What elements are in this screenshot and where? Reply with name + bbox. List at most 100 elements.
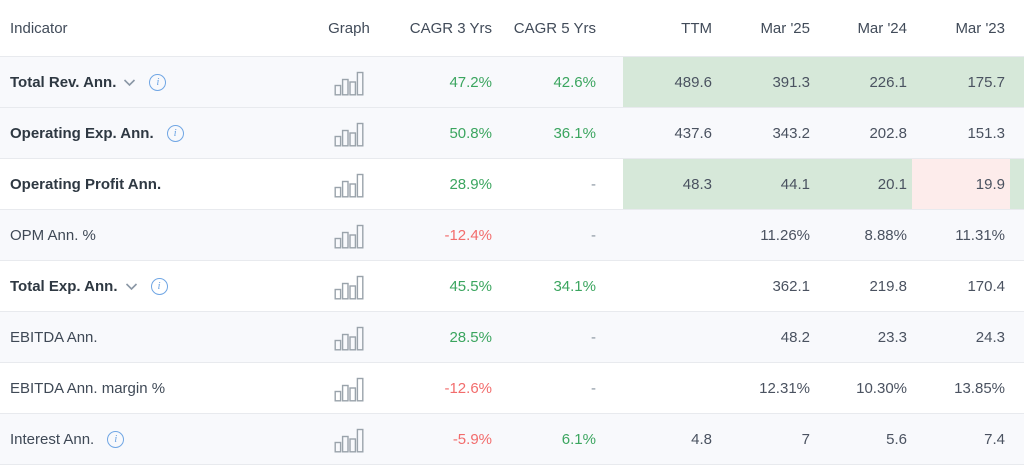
mar23-value: 175.7 bbox=[912, 57, 1010, 107]
table-header-row: Indicator Graph CAGR 3 Yrs CAGR 5 Yrs TT… bbox=[0, 0, 1024, 57]
table-row-opm: OPM Ann. % -12.4% - 11.26% 8.88% 11.31% bbox=[0, 210, 1024, 261]
bar-chart-icon bbox=[334, 377, 364, 402]
chevron-down-icon[interactable] bbox=[125, 282, 138, 291]
cagr5-value: - bbox=[591, 175, 596, 193]
bar-chart-icon bbox=[334, 326, 364, 351]
mar23-value: 11.31% bbox=[955, 226, 1005, 244]
mar23-value: 151.3 bbox=[967, 124, 1005, 142]
mar25-value: 12.31% bbox=[759, 379, 810, 397]
indicator-cell: EBITDA Ann. bbox=[0, 312, 320, 362]
ttm-value: 4.8 bbox=[691, 430, 712, 448]
info-icon[interactable]: i bbox=[107, 430, 125, 448]
next-col-sliver bbox=[1010, 108, 1024, 158]
table-row-ebitda-margin: EBITDA Ann. margin % -12.6% - 12.31% 10.… bbox=[0, 363, 1024, 414]
graph-cell[interactable] bbox=[320, 159, 378, 209]
bar-chart-icon bbox=[334, 428, 364, 453]
mar24-value: 8.88% bbox=[864, 226, 907, 244]
mar24-value: 202.8 bbox=[869, 124, 907, 142]
graph-cell[interactable] bbox=[320, 57, 378, 107]
mar25-value: 343.2 bbox=[772, 124, 810, 142]
col-header-graph: Graph bbox=[328, 19, 370, 37]
table-row-operating-exp: Operating Exp. Ann. i 50.8% 36.1% 437.6 … bbox=[0, 108, 1024, 159]
cagr3-value: 45.5% bbox=[449, 277, 492, 295]
mar23-value: 170.4 bbox=[967, 277, 1005, 295]
mar23-value: 24.3 bbox=[975, 328, 1005, 346]
ttm-value: 437.6 bbox=[674, 124, 712, 142]
bar-chart-icon bbox=[334, 122, 364, 147]
indicator-label[interactable]: Operating Exp. Ann. bbox=[10, 124, 154, 142]
next-col-sliver bbox=[1010, 159, 1024, 209]
col-header-spacer bbox=[1010, 0, 1024, 56]
table-row-operating-profit: Operating Profit Ann. 28.9% - 48.3 44.1 … bbox=[0, 159, 1024, 210]
table-row-interest: Interest Ann. i -5.9% 6.1% 4.8 7 5.6 7.4 bbox=[0, 414, 1024, 465]
col-header-mar-24: Mar '24 bbox=[857, 19, 907, 37]
indicator-cell: EBITDA Ann. margin % bbox=[0, 363, 320, 413]
next-col-sliver bbox=[1010, 312, 1024, 362]
mar23-value: 19.9 bbox=[912, 159, 1010, 209]
col-header-ttm: TTM bbox=[681, 19, 712, 37]
info-icon[interactable]: i bbox=[166, 124, 184, 142]
mar23-value: 7.4 bbox=[984, 430, 1005, 448]
ttm-value bbox=[623, 210, 718, 260]
graph-cell[interactable] bbox=[320, 414, 378, 464]
cagr5-value: - bbox=[591, 379, 596, 397]
chevron-down-icon[interactable] bbox=[123, 78, 136, 87]
mar25-value: 48.2 bbox=[780, 328, 810, 346]
mar24-value: 23.3 bbox=[877, 328, 907, 346]
graph-cell[interactable] bbox=[320, 363, 378, 413]
next-col-sliver bbox=[1010, 414, 1024, 464]
bar-chart-icon bbox=[334, 71, 364, 96]
bar-chart-icon bbox=[334, 224, 364, 249]
next-col-sliver bbox=[1010, 57, 1024, 107]
indicator-label[interactable]: Interest Ann. bbox=[10, 430, 95, 448]
ttm-value bbox=[623, 261, 718, 311]
info-icon[interactable]: i bbox=[150, 277, 168, 295]
indicator-label[interactable]: Operating Profit Ann. bbox=[10, 175, 162, 193]
cagr3-value: -12.6% bbox=[444, 379, 492, 397]
indicator-cell: OPM Ann. % bbox=[0, 210, 320, 260]
table-row-ebitda: EBITDA Ann. 28.5% - 48.2 23.3 24.3 bbox=[0, 312, 1024, 363]
indicator-label[interactable]: EBITDA Ann. margin % bbox=[10, 379, 166, 397]
ttm-value: 489.6 bbox=[623, 57, 718, 107]
next-col-sliver bbox=[1010, 261, 1024, 311]
indicator-label[interactable]: OPM Ann. % bbox=[10, 226, 96, 244]
partial-row bbox=[0, 465, 1024, 471]
graph-cell[interactable] bbox=[320, 210, 378, 260]
cagr5-value: 42.6% bbox=[553, 73, 596, 91]
info-icon[interactable]: i bbox=[149, 73, 167, 91]
col-header-mar-23: Mar '23 bbox=[955, 19, 1005, 37]
indicator-label[interactable]: Total Exp. Ann. bbox=[10, 277, 118, 295]
cagr3-value: 28.9% bbox=[449, 175, 492, 193]
cagr5-value: 36.1% bbox=[553, 124, 596, 142]
mar25-value: 7 bbox=[801, 430, 810, 448]
indicator-cell: Interest Ann. i bbox=[0, 414, 320, 464]
mar24-value: 20.1 bbox=[815, 159, 912, 209]
indicator-label[interactable]: EBITDA Ann. bbox=[10, 328, 98, 346]
ttm-value: 48.3 bbox=[623, 159, 718, 209]
mar23-value: 13.85% bbox=[954, 379, 1005, 397]
mar25-value: 11.26% bbox=[760, 226, 810, 244]
col-header-cagr-5yrs: CAGR 5 Yrs bbox=[513, 19, 596, 37]
graph-cell[interactable] bbox=[320, 108, 378, 158]
mar24-value: 219.8 bbox=[869, 277, 907, 295]
mar25-value: 391.3 bbox=[718, 57, 815, 107]
indicator-cell: Total Exp. Ann. i bbox=[0, 261, 320, 311]
indicator-label[interactable]: Total Rev. Ann. bbox=[10, 73, 117, 91]
graph-cell[interactable] bbox=[320, 312, 378, 362]
cagr5-value: 34.1% bbox=[553, 277, 596, 295]
next-col-sliver bbox=[1010, 210, 1024, 260]
indicator-cell: Total Rev. Ann. i bbox=[0, 57, 320, 107]
graph-cell[interactable] bbox=[320, 261, 378, 311]
indicator-cell: Operating Profit Ann. bbox=[0, 159, 320, 209]
cagr5-value: - bbox=[591, 328, 596, 346]
table-row-total-rev: Total Rev. Ann. i 47.2% 42.6% 489.6 391.… bbox=[0, 57, 1024, 108]
ttm-value bbox=[623, 363, 718, 413]
ttm-value bbox=[623, 312, 718, 362]
col-header-indicator: Indicator bbox=[10, 19, 68, 37]
mar25-value: 362.1 bbox=[772, 277, 810, 295]
mar24-value: 5.6 bbox=[886, 430, 907, 448]
col-header-mar-25: Mar '25 bbox=[760, 19, 810, 37]
table-row-total-exp: Total Exp. Ann. i 45.5% 34.1% 362.1 219.… bbox=[0, 261, 1024, 312]
mar24-value: 226.1 bbox=[815, 57, 912, 107]
